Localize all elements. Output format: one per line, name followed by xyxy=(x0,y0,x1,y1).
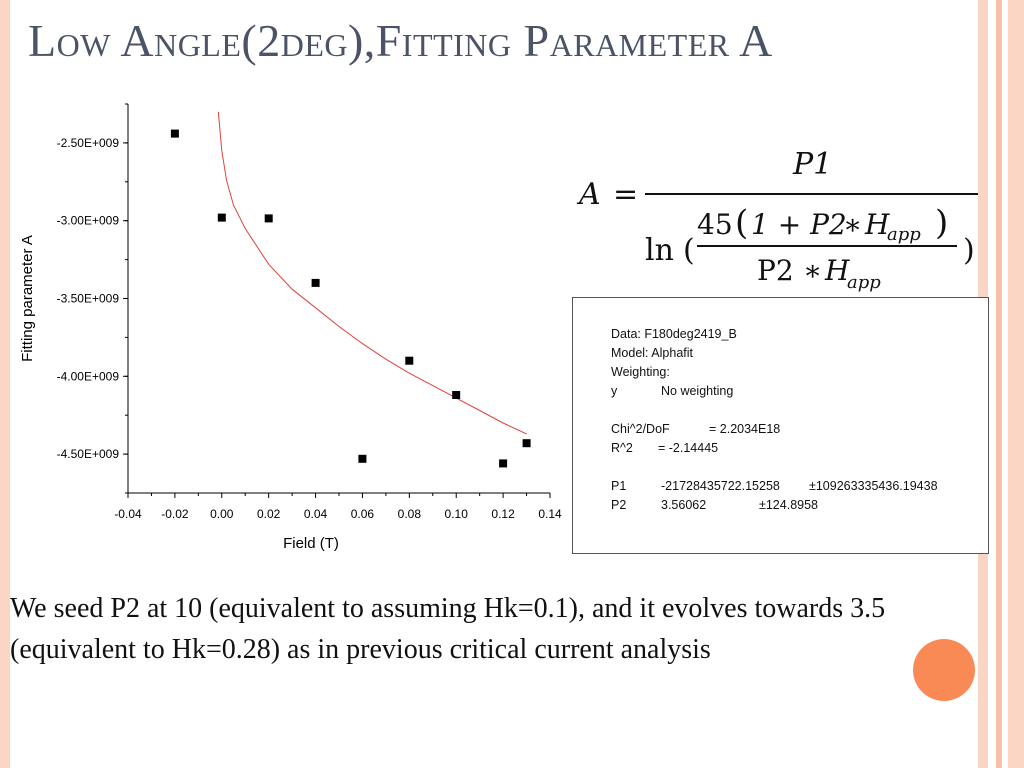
y-tick-label: -3.50E+009 xyxy=(57,292,120,306)
fit-results-box: Data: F180deg2419_B Model: Alphafit Weig… xyxy=(572,297,989,554)
data-point xyxy=(217,213,226,222)
x-tick-label: 0.04 xyxy=(304,507,328,521)
svg-text:=: = xyxy=(613,177,638,212)
x-tick-label: 0.02 xyxy=(257,507,281,521)
data-point xyxy=(499,459,508,468)
svg-text:(: ( xyxy=(683,233,695,268)
fit-y-value: No weighting xyxy=(661,384,734,398)
data-point xyxy=(170,129,179,138)
formula-lhs: A xyxy=(576,177,601,212)
fit-p2-error: ±124.8958 xyxy=(759,498,818,512)
data-point xyxy=(452,391,461,399)
x-tick-label: 0.12 xyxy=(491,507,515,521)
svg-text:H: H xyxy=(824,254,850,287)
fit-chi-value: = 2.2034E18 xyxy=(709,422,781,436)
data-point xyxy=(358,454,367,463)
x-tick-label: 0.10 xyxy=(445,507,469,521)
fit-chi-label: Chi^2/DoF xyxy=(611,422,670,436)
y-tick-label: -2.50E+009 xyxy=(57,136,120,150)
svg-text:): ) xyxy=(935,203,948,243)
svg-text:∗: ∗ xyxy=(803,254,822,287)
data-point xyxy=(522,439,531,448)
formula-numerator: P1 xyxy=(792,147,832,182)
slide-title: Low Angle(2deg),Fitting Parameter A xyxy=(28,15,773,66)
formula-equation: A = P1 ln ( 45 ( 1 + P2 ∗ H app ) P2 ∗ H… xyxy=(576,147,978,293)
fit-r2-label: R^2 xyxy=(611,441,633,455)
x-tick-label: 0.00 xyxy=(210,507,234,521)
fit-curve-line xyxy=(217,111,527,435)
scatter-chart: -0.04 -0.02 0.00 0.02 0.04 0.06 0.08 0.10 0.12 0.… xyxy=(19,103,562,552)
fit-weighting-label: Weighting: xyxy=(611,365,670,379)
fit-r2-value: = -2.14445 xyxy=(658,441,719,455)
body-text: We seed P2 at 10 (equivalent to assuming… xyxy=(10,593,886,665)
svg-text:∗: ∗ xyxy=(843,208,862,241)
y-tick-label: -4.50E+009 xyxy=(57,447,120,461)
data-point xyxy=(405,356,414,365)
svg-text:app: app xyxy=(887,224,921,245)
x-tick-label: -0.04 xyxy=(114,507,142,521)
data-point xyxy=(311,278,320,287)
x-tick-label: 0.14 xyxy=(538,507,562,521)
x-axis-label: Field (T) xyxy=(283,535,339,552)
formula-coef: 45 xyxy=(697,208,733,241)
x-tick-label: 0.06 xyxy=(351,507,375,521)
formula-denominator: P2 xyxy=(757,254,794,287)
y-axis-label: Fitting parameter A xyxy=(19,235,36,362)
fit-data-label: Data: F180deg2419_B xyxy=(611,327,737,341)
fit-p1-label: P1 xyxy=(611,479,627,493)
svg-text:): ) xyxy=(963,233,975,268)
svg-text:H: H xyxy=(864,208,890,241)
y-tick-label: -3.00E+009 xyxy=(57,214,120,228)
left-decor-stripe xyxy=(0,0,10,768)
fit-p1-value: -21728435722.15258 xyxy=(661,479,780,493)
formula-ln: ln xyxy=(645,233,674,268)
data-point xyxy=(264,214,273,223)
svg-text:(: ( xyxy=(735,203,748,243)
x-tick-label: -0.02 xyxy=(161,507,189,521)
fit-p1-error: ±109263335436.19438 xyxy=(809,479,938,493)
svg-text:app: app xyxy=(847,272,881,293)
fit-p2-value: 3.56062 xyxy=(661,498,707,512)
fit-model-label: Model: Alphafit xyxy=(611,346,693,360)
fit-y-label: y xyxy=(611,384,618,398)
y-tick-label: -4.00E+009 xyxy=(57,369,120,383)
x-tick-label: 0.08 xyxy=(398,507,422,521)
fit-p2-label: P2 xyxy=(611,498,627,512)
accent-circle xyxy=(913,639,975,701)
formula-one-plus: 1 + P2 xyxy=(751,208,847,241)
